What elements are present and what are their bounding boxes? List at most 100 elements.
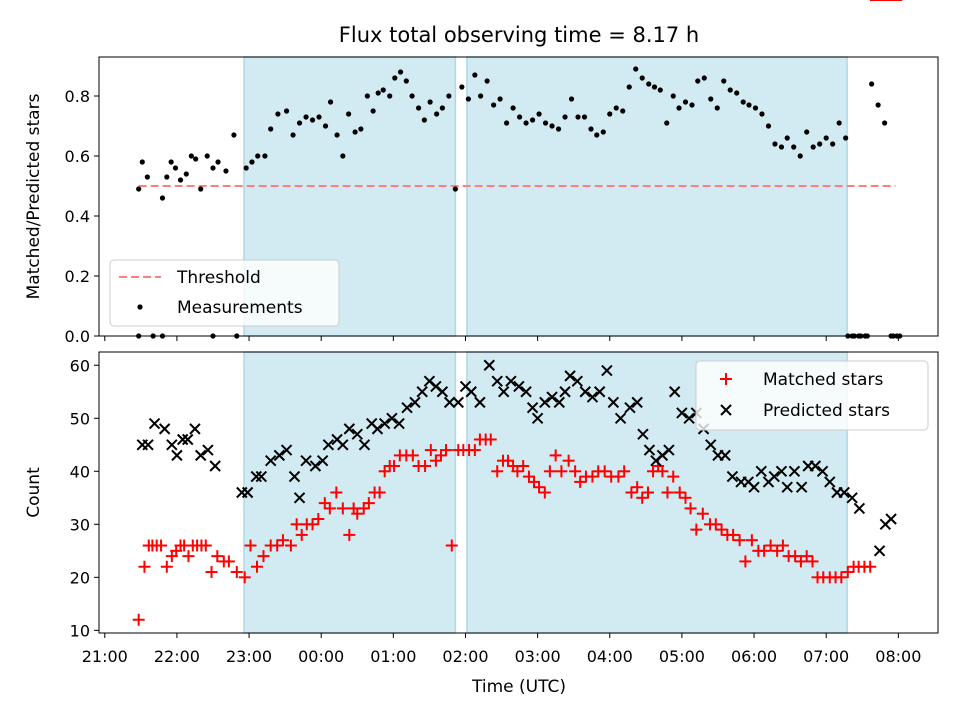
predicted-point — [316, 454, 329, 467]
matched-point — [612, 470, 625, 483]
matched-point — [318, 497, 331, 510]
measurement-point — [268, 126, 274, 132]
matched-point — [727, 528, 740, 541]
predicted-point — [264, 454, 277, 467]
measurement-point — [695, 78, 701, 84]
matched-point — [491, 465, 504, 478]
predicted-point — [351, 428, 363, 440]
measurement-point — [562, 114, 568, 120]
predicted-point — [195, 449, 207, 462]
measurement-point — [375, 90, 381, 96]
y-tick-label: 0.8 — [65, 87, 90, 106]
x-tick-label: 21:00 — [82, 647, 128, 666]
measurement-point — [159, 195, 166, 201]
x-tick-label: 00:00 — [298, 647, 344, 666]
matched-point — [434, 449, 447, 462]
legend-matched-swatch — [720, 373, 732, 385]
measurement-point — [646, 81, 652, 87]
measurement-point — [664, 120, 670, 126]
measurement-point — [275, 111, 281, 117]
matched-point — [574, 475, 587, 488]
measurement-point — [568, 96, 575, 102]
matched-point — [373, 486, 386, 499]
chart-title: Flux total observing time = 8.17 h — [339, 23, 699, 47]
matched-point — [745, 534, 758, 547]
matched-point — [656, 465, 669, 478]
measurement-point — [215, 159, 221, 165]
matched-point — [739, 555, 752, 568]
matched-point — [715, 523, 728, 536]
matched-point — [800, 550, 813, 563]
measurement-point — [231, 132, 237, 138]
measurement-point — [607, 111, 613, 117]
measurement-point — [380, 87, 386, 93]
shaded-interval-2 — [466, 56, 848, 337]
predicted-point — [637, 428, 649, 440]
predicted-point — [416, 386, 428, 398]
measurement-point — [136, 186, 142, 192]
measurement-point — [765, 123, 772, 129]
measurement-point — [255, 153, 261, 159]
predicted-point — [293, 492, 306, 504]
measurement-point — [740, 99, 746, 105]
predicted-point — [781, 481, 793, 493]
measurement-point — [303, 114, 309, 120]
matched-point — [631, 481, 644, 494]
matched-point — [684, 502, 697, 515]
matched-point — [351, 507, 364, 520]
predicted-point — [378, 417, 391, 430]
measurement-point — [472, 72, 478, 78]
matched-point — [290, 518, 303, 531]
x-tick-label: 23:00 — [226, 647, 272, 666]
predicted-point — [873, 545, 886, 557]
x-tick-label: 02:00 — [442, 647, 488, 666]
legend-predicted-label: Predicted stars — [763, 401, 890, 421]
matched-point — [586, 470, 599, 483]
matched-point — [618, 465, 631, 478]
measurement-point — [670, 93, 676, 99]
predicted-point — [483, 359, 495, 371]
predicted-point — [853, 502, 866, 515]
predicted-point — [513, 380, 525, 393]
measurement-point — [708, 96, 714, 102]
matched-point — [841, 566, 854, 579]
predicted-point — [171, 449, 183, 462]
predicted-point — [553, 396, 565, 409]
measurement-point — [791, 144, 797, 150]
predicted-point — [546, 391, 558, 403]
predicted-point — [386, 412, 398, 424]
y-tick-label: 40 — [70, 462, 90, 481]
measurement-point — [882, 120, 888, 126]
measurement-point — [542, 120, 549, 126]
predicted-point — [526, 401, 539, 414]
matched-point — [555, 465, 568, 478]
y-tick-label: 10 — [70, 621, 90, 640]
matched-point — [549, 449, 562, 462]
measurement-point — [594, 132, 600, 138]
measurement-point — [797, 153, 803, 159]
measurement-point — [843, 135, 849, 141]
predicted-point — [586, 391, 599, 403]
matched-point — [562, 454, 575, 467]
predicted-point — [668, 386, 681, 398]
measurement-point — [364, 93, 370, 99]
matched-point — [244, 539, 257, 552]
measurement-point — [626, 84, 632, 90]
predicted-point — [607, 396, 620, 409]
matched-point — [257, 550, 270, 563]
measurement-point — [322, 123, 329, 129]
matched-point — [806, 555, 819, 568]
predicted-point — [593, 386, 606, 398]
y-tick-label: 0.2 — [65, 267, 90, 286]
matched-point — [284, 539, 297, 552]
predicted-point — [571, 375, 584, 387]
matched-point — [250, 560, 263, 573]
measurement-point — [613, 105, 619, 111]
predicted-point — [601, 364, 613, 377]
matched-point — [155, 539, 168, 552]
matched-point — [569, 465, 582, 478]
measurement-point — [836, 120, 842, 126]
predicted-point — [255, 470, 268, 483]
matched-point — [733, 534, 746, 547]
measurement-point — [657, 87, 663, 93]
